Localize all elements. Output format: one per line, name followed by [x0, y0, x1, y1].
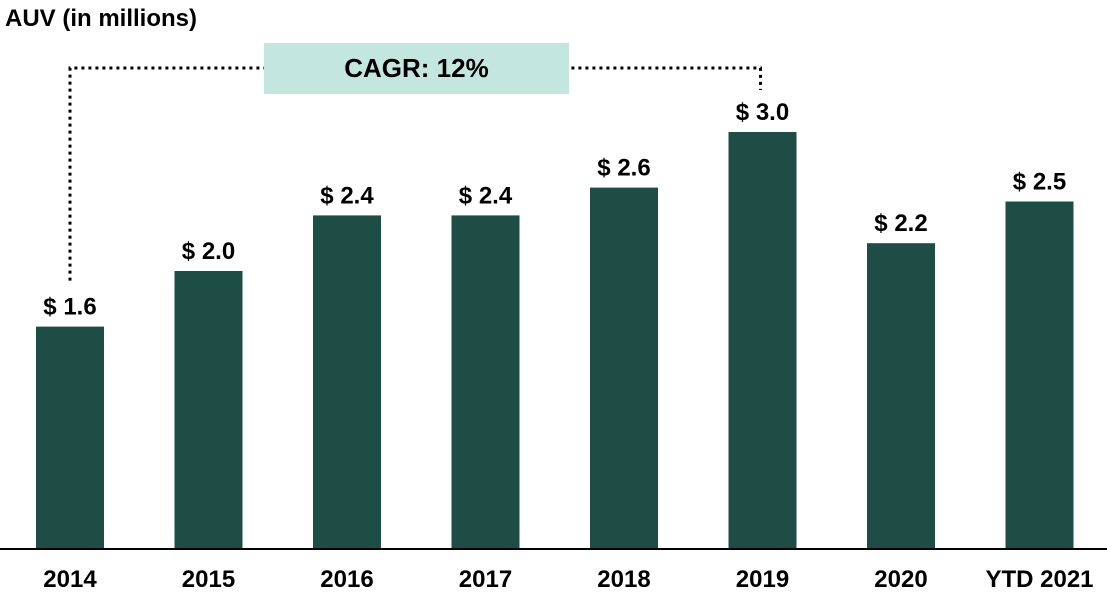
- bar-ytd-2021: [1005, 201, 1074, 549]
- bar-2014: [36, 326, 104, 549]
- data-label: $ 2.5: [1013, 169, 1066, 196]
- bars-layer: $ 1.6 $ 2.0 $ 2.4 $ 2.4 $ 2.6 $ 3.0 $ 2.2 $ 2.5: [36, 99, 1074, 549]
- data-label: $ 1.6: [43, 294, 96, 321]
- bar-2018: [590, 187, 658, 549]
- bar-2019: [728, 132, 797, 549]
- cagr-label-box: [264, 43, 569, 94]
- chart-title: AUV (in millions): [5, 5, 197, 32]
- data-label: $ 2.4: [459, 182, 513, 209]
- data-label: $ 2.6: [597, 155, 650, 182]
- x-axis-ticks: 2014 2015 2016 2017 2018 2019 2020 YTD 2021: [43, 566, 1093, 593]
- x-tick-label: 2019: [736, 566, 789, 593]
- bar-2016: [313, 215, 381, 549]
- cagr-annotation: CAGR: 12%: [68, 43, 762, 281]
- x-tick-label: 2020: [874, 566, 927, 593]
- cagr-label: CAGR: 12%: [344, 53, 488, 83]
- bar-2020: [867, 243, 935, 549]
- data-label: $ 2.0: [182, 238, 235, 265]
- x-tick-label: 2016: [320, 566, 373, 593]
- x-tick-label: 2014: [43, 566, 97, 593]
- data-label: $ 3.0: [736, 99, 789, 126]
- bar-2015: [174, 271, 243, 549]
- x-tick-label: 2017: [459, 566, 512, 593]
- cagr-bracket-line: [68, 66, 762, 281]
- data-label: $ 2.4: [320, 182, 374, 209]
- bar-2017: [451, 215, 520, 549]
- x-tick-label: 2018: [597, 566, 650, 593]
- x-tick-label: YTD 2021: [985, 566, 1093, 593]
- data-label: $ 2.2: [874, 210, 927, 237]
- x-tick-label: 2015: [182, 566, 235, 593]
